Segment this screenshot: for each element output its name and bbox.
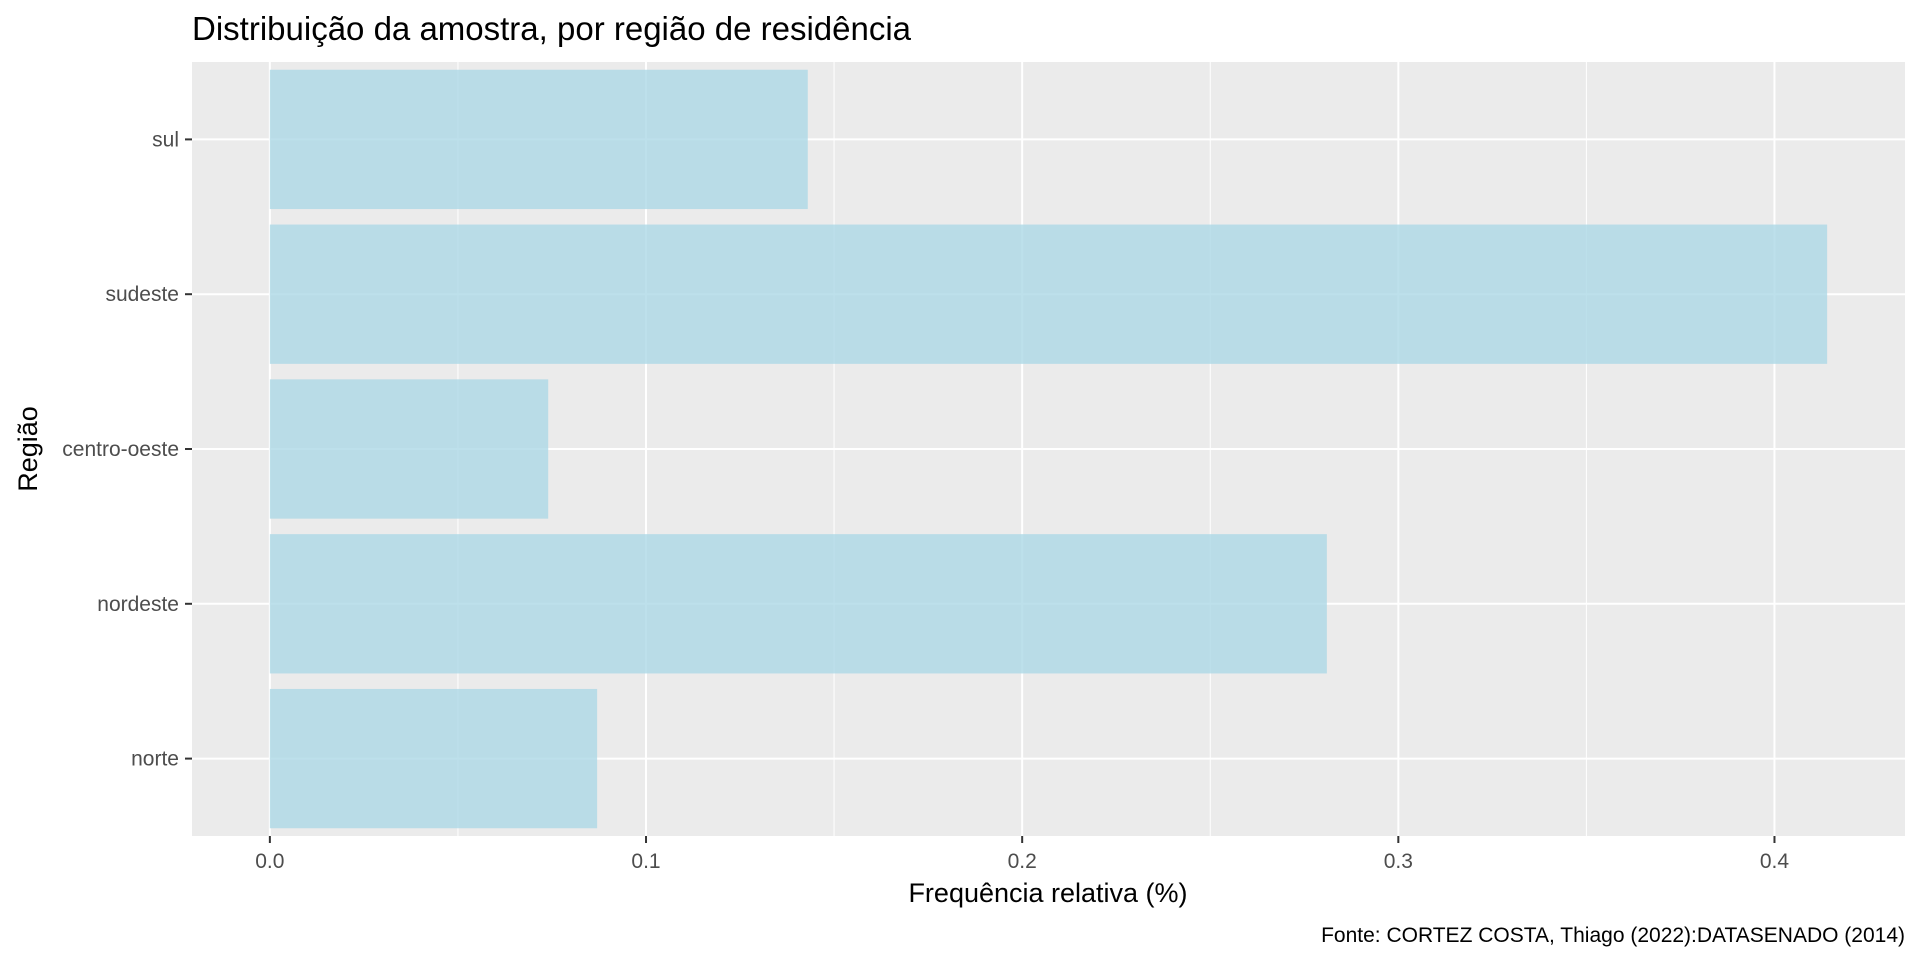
x-tick-label: 0.2 <box>1008 850 1037 873</box>
bars <box>269 69 1828 829</box>
bar-norte <box>269 688 598 829</box>
chart-title: Distribuição da amostra, por região de r… <box>192 10 912 47</box>
bar-sudeste <box>269 224 1828 364</box>
x-tick-label: 0.4 <box>1760 850 1790 873</box>
x-axis-title: Frequência relativa (%) <box>908 878 1187 908</box>
x-tick-label: 0.0 <box>255 850 284 873</box>
x-tick-label: 0.1 <box>631 850 660 873</box>
y-tick-label: centro-oeste <box>62 438 179 461</box>
x-tick-label: 0.3 <box>1384 850 1413 873</box>
bar-centro-oeste <box>269 379 549 519</box>
bar-sul <box>269 69 808 210</box>
y-tick-label: sul <box>152 128 179 151</box>
y-tick-label: sudeste <box>105 283 179 306</box>
y-tick-label: norte <box>131 748 179 771</box>
x-axis: 0.0 0.1 0.2 0.3 0.4 <box>255 836 1789 873</box>
source-caption: Fonte: CORTEZ COSTA, Thiago (2022):DATAS… <box>1321 924 1905 947</box>
y-axis: norte nordeste centro-oeste sudeste sul <box>62 128 192 771</box>
bar-nordeste <box>269 534 1327 674</box>
y-axis-title: Região <box>13 406 43 492</box>
y-tick-label: nordeste <box>97 593 179 616</box>
